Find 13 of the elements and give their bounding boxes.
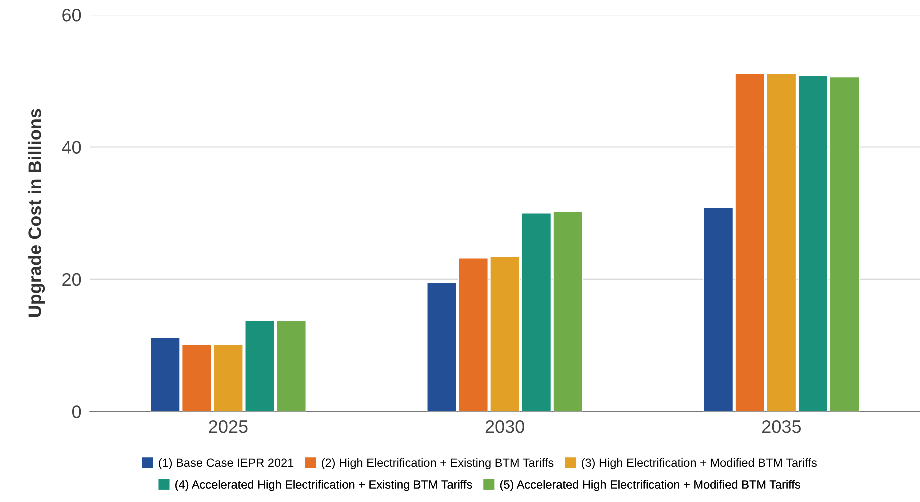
y-tick-label: 0 [72,406,82,418]
legend-label: (5) Accelerated High Electrification + Modified BTM Tariffs [500,480,800,492]
y-tick-label: 20 [62,273,82,286]
legend-label: (4) Accelerated High Electrification + Existing BTM Tariffs [176,480,472,492]
legend-label: (1) Base Case IEPR 2021 [159,458,294,470]
legend-label: (3) High Electrification + Modified BTM Tariffs [582,458,817,470]
y-tick-label: 60 [62,8,82,22]
y-axis-title: Upgrade Cost in Billions [28,109,46,318]
x-tick-label: 2030 [486,420,524,434]
x-tick-label: 2035 [762,420,802,434]
x-tick-label: 2025 [209,420,248,434]
legend-label: (2) High Electrification + Existing BTM Tariffs [322,458,554,470]
y-tick-label: 40 [62,141,82,154]
